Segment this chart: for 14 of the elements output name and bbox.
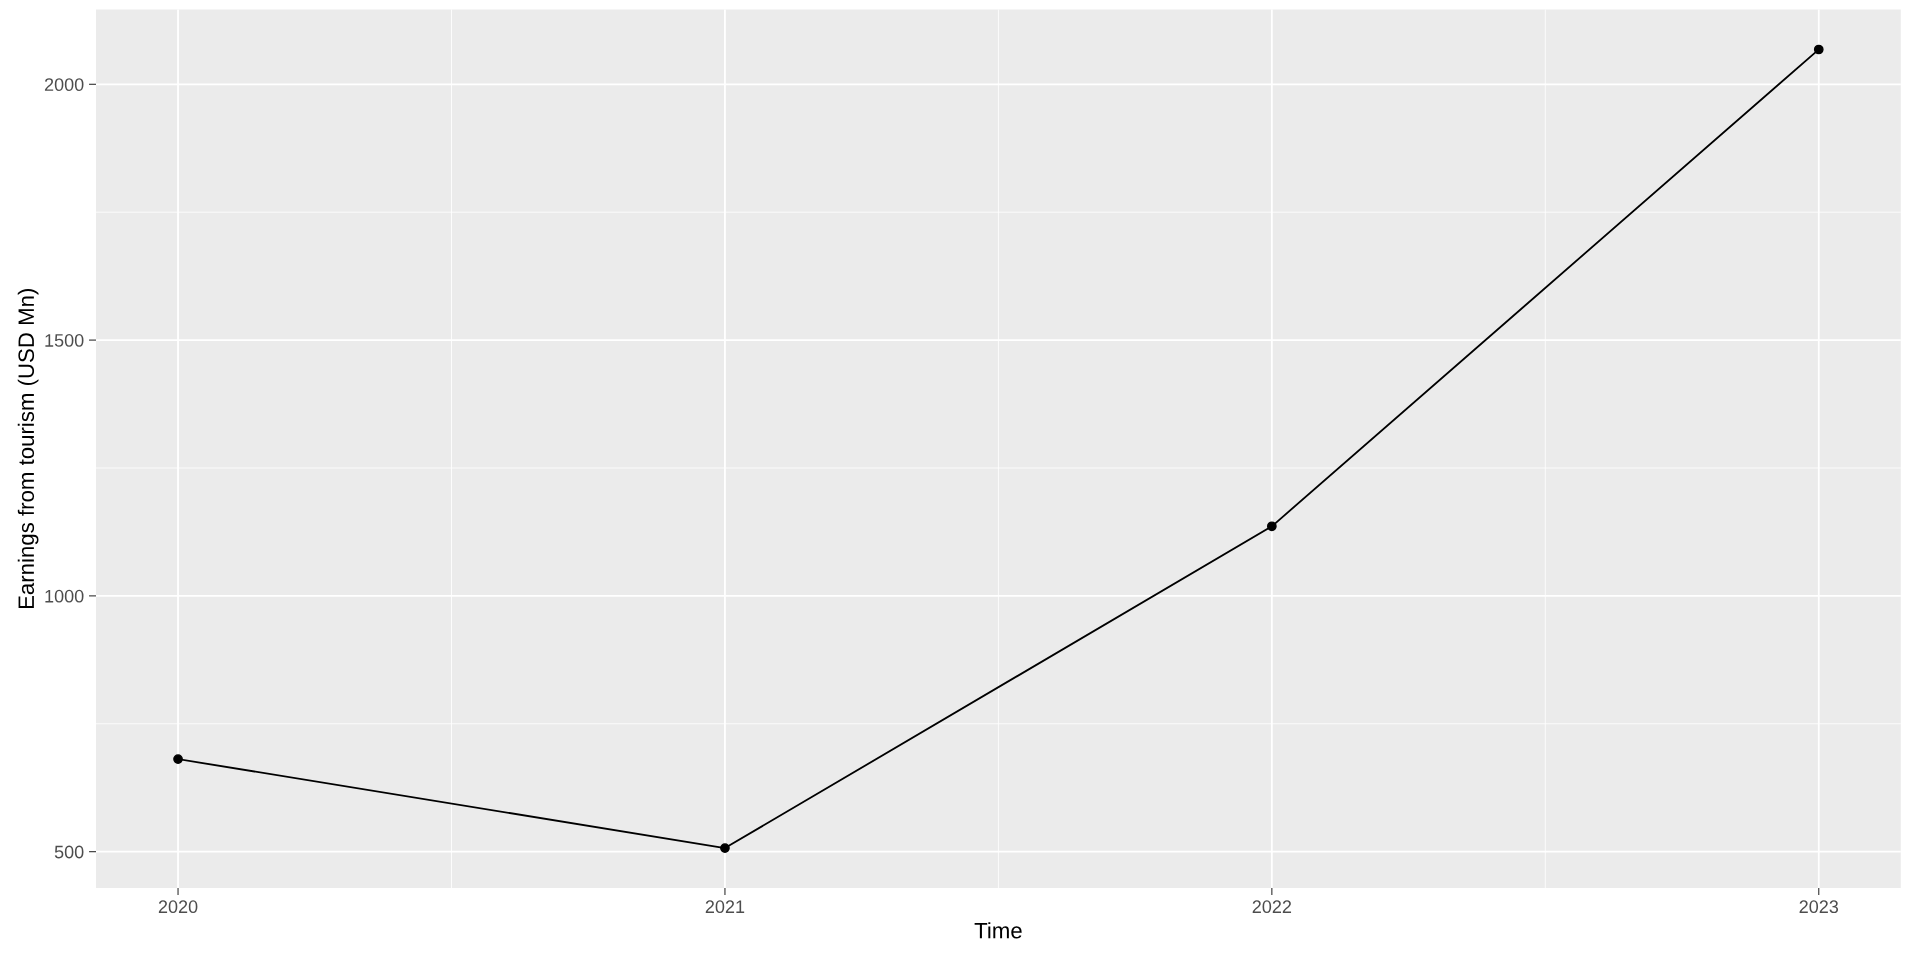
x-tick-label: 2021 [705, 900, 745, 914]
y-tick-label: 1000 [45, 589, 84, 603]
point [720, 843, 730, 853]
y-tick-label: 2000 [44, 78, 84, 92]
y-axis-title: Earnings from tourism (USD Mn) [17, 289, 39, 609]
point [1813, 44, 1824, 55]
x-tick-label: 2022 [1252, 900, 1292, 914]
x-tick-label: 2020 [158, 900, 198, 914]
y-tick-label: 500 [54, 845, 84, 859]
point [173, 754, 183, 764]
y-tick-label: 1500 [45, 334, 84, 347]
point [1266, 521, 1277, 532]
x-tick-label: 2023 [1799, 900, 1839, 914]
x-axis-title: Time [974, 922, 1022, 939]
